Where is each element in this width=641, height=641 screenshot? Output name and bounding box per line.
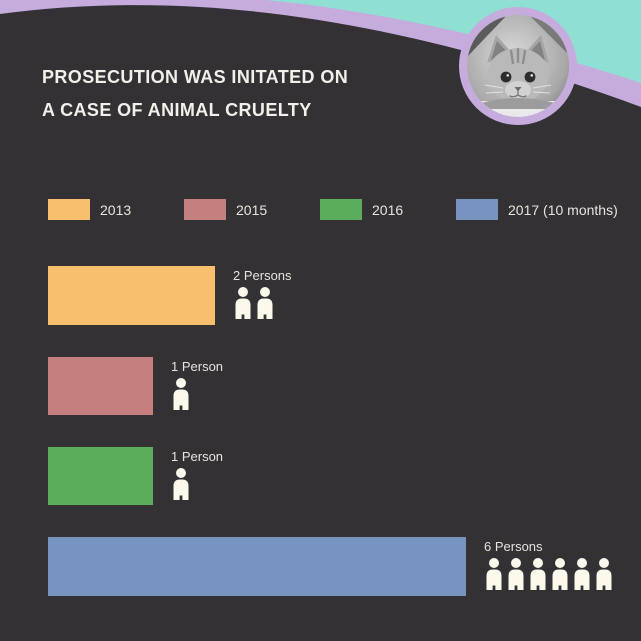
person-icon-row — [171, 468, 223, 500]
legend-item-2017: 2017 (10 months) — [456, 199, 618, 220]
bar-row-2015: 1 Person — [48, 357, 353, 415]
person-icon — [506, 558, 526, 590]
kitten-illustration — [467, 15, 569, 117]
bar-row-2017: 6 Persons — [48, 537, 641, 596]
person-icon-row — [233, 287, 292, 319]
bar-value-label: 1 Person — [171, 449, 224, 464]
legend-item-2013: 2013 — [48, 199, 131, 220]
legend-swatch — [48, 199, 90, 220]
legend-swatch — [320, 199, 362, 220]
person-icon — [233, 287, 253, 319]
person-icon — [572, 558, 592, 590]
bar-annotation: 1 Person — [171, 359, 223, 410]
bar-value-label: 2 Persons — [233, 268, 292, 283]
person-icon — [484, 558, 504, 590]
bar-2015 — [48, 357, 153, 415]
legend-label: 2015 — [236, 201, 268, 218]
legend-label: 2013 — [100, 201, 132, 218]
person-icon — [550, 558, 570, 590]
bar-value-label: 1 Person — [171, 359, 224, 374]
person-icon — [171, 468, 191, 500]
person-icon — [594, 558, 614, 590]
bar-row-2013: 2 Persons — [48, 266, 415, 325]
legend-swatch — [184, 199, 226, 220]
person-icon-row — [484, 558, 614, 590]
bar-annotation: 1 Person — [171, 449, 223, 500]
legend-label: 2016 — [372, 201, 404, 218]
page-title-line2: A CASE OF ANIMAL CRUELTY — [42, 100, 312, 120]
kitten-photo — [459, 7, 577, 125]
person-icon — [255, 287, 275, 319]
bar-value-label: 6 Persons — [484, 539, 543, 554]
bar-2013 — [48, 266, 215, 325]
page-title-line1: PROSECUTION WAS INITATED ON — [42, 67, 349, 87]
legend-label: 2017 (10 months) — [508, 201, 618, 218]
bar-row-2016: 1 Person — [48, 447, 353, 505]
person-icon — [528, 558, 548, 590]
person-icon-row — [171, 378, 223, 410]
bar-annotation: 2 Persons — [233, 268, 292, 319]
bar-2017 — [48, 537, 466, 596]
bar-annotation: 6 Persons — [484, 539, 614, 590]
bar-2016 — [48, 447, 153, 505]
legend-item-2016: 2016 — [320, 199, 403, 220]
legend-item-2015: 2015 — [184, 199, 267, 220]
person-icon — [171, 378, 191, 410]
page-title: PROSECUTION WAS INITATED ON A CASE OF AN… — [42, 61, 348, 127]
legend-swatch — [456, 199, 498, 220]
